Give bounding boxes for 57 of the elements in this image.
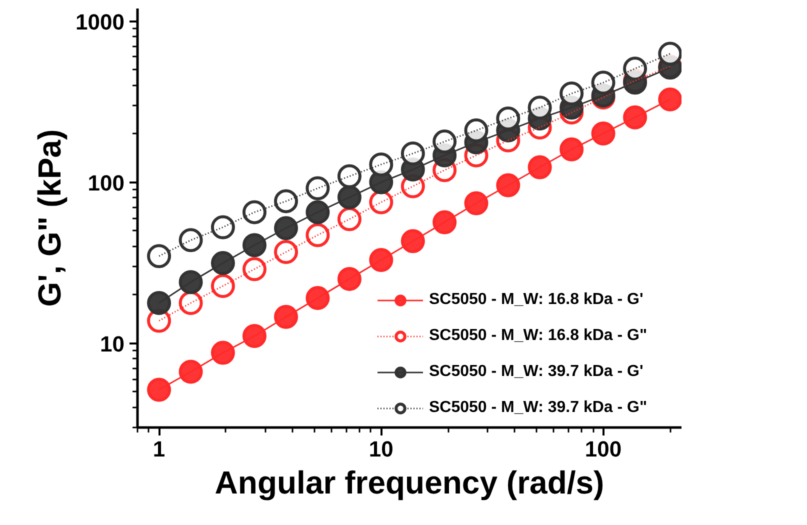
point — [306, 286, 330, 310]
point — [337, 207, 362, 232]
point — [274, 189, 298, 214]
y-tick-label: 100 — [88, 170, 125, 196]
point — [464, 118, 488, 142]
x-tick-label: 100 — [584, 436, 622, 462]
point — [274, 304, 298, 329]
point — [147, 291, 172, 315]
y-tick-label: 10 — [100, 331, 125, 356]
point — [306, 223, 330, 248]
point — [178, 360, 203, 384]
legend-label: SC5050 - M_W: 16.8 kDa - G" — [429, 327, 648, 345]
point — [369, 190, 394, 214]
point — [274, 216, 298, 240]
point — [591, 70, 616, 95]
point — [306, 176, 330, 200]
point — [337, 266, 362, 291]
point — [591, 121, 616, 146]
x-tick-label: 10 — [368, 436, 394, 462]
y-tick-label: 1000 — [76, 9, 125, 34]
point — [210, 215, 235, 240]
point — [400, 229, 425, 254]
point — [496, 106, 520, 130]
point — [369, 152, 394, 176]
point — [306, 200, 330, 224]
point — [274, 240, 298, 264]
legend-label: SC5050 - M_W: 39.7 kDa - G" — [429, 399, 648, 417]
point — [147, 244, 172, 268]
point — [242, 257, 266, 282]
point — [560, 82, 584, 106]
point — [242, 200, 266, 224]
legend-label: SC5050 - M_W: 39.7 kDa - G' — [429, 363, 644, 381]
point — [210, 340, 235, 365]
point — [210, 251, 235, 276]
point — [147, 378, 172, 402]
point — [496, 173, 520, 198]
point — [400, 141, 425, 166]
point — [178, 291, 203, 315]
point — [528, 155, 552, 180]
point — [432, 210, 457, 234]
y-axis-title: G', G" (kPa) — [32, 129, 68, 307]
x-tick-label: 1 — [152, 436, 166, 462]
point — [528, 96, 552, 120]
point — [369, 248, 394, 272]
x-axis-title: Angular frequency (rad/s) — [214, 464, 604, 500]
point — [337, 164, 362, 188]
point — [432, 130, 457, 154]
point — [210, 274, 235, 298]
point — [178, 228, 203, 252]
point — [623, 56, 648, 81]
legend-label: SC5050 - M_W: 16.8 kDa - G' — [429, 291, 644, 309]
point — [178, 270, 203, 294]
point — [464, 191, 488, 216]
point — [623, 105, 648, 130]
point — [242, 233, 266, 258]
point — [560, 137, 584, 162]
point — [242, 324, 266, 348]
